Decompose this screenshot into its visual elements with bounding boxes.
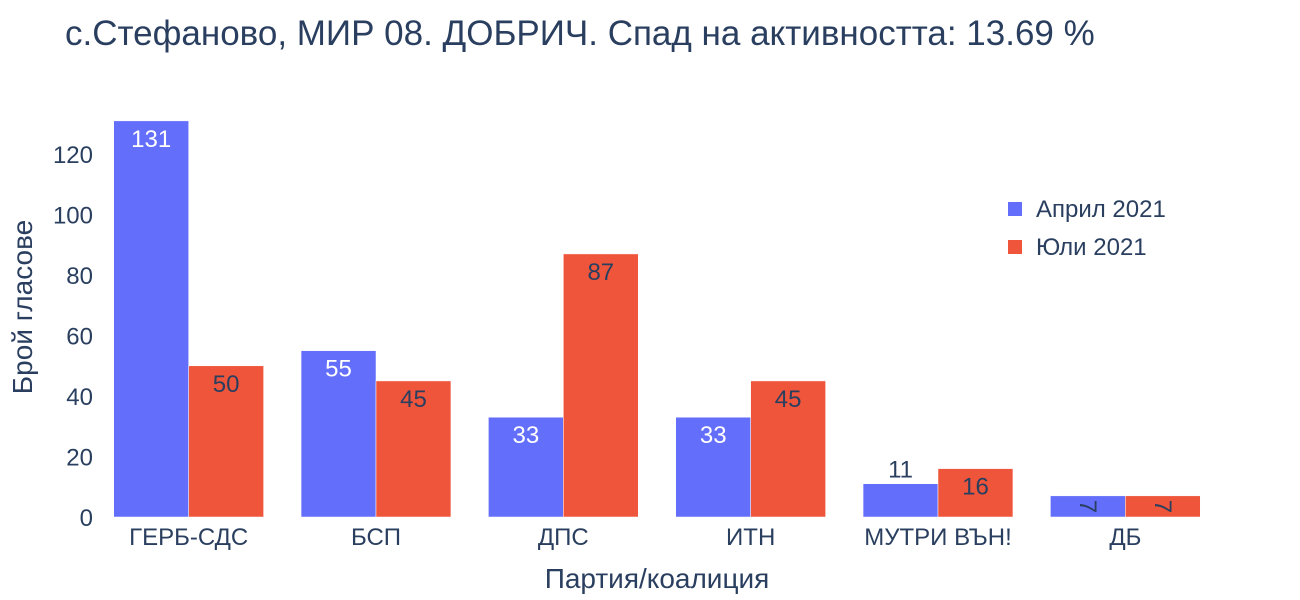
bar-value-label: 87 — [587, 259, 614, 286]
y-tick-label: 100 — [53, 203, 93, 230]
bar-value-label: 11 — [888, 457, 913, 484]
bar-value-label: 45 — [775, 386, 802, 413]
x-tick-label: ДПС — [538, 524, 589, 551]
bar — [862, 483, 939, 518]
bar — [563, 253, 639, 518]
y-axis-title: Брой гласове — [7, 220, 38, 394]
y-tick-label: 60 — [66, 324, 93, 351]
bar-value-label: 16 — [962, 474, 989, 501]
bar — [675, 416, 751, 518]
legend-swatch — [1008, 202, 1022, 216]
y-tick-label: 20 — [66, 445, 93, 472]
x-tick-label: ИТН — [726, 524, 775, 551]
bar-value-label: 7 — [1149, 500, 1176, 513]
x-axis-ticks: ГЕРБ-СДС БСП ДПС ИТН МУТРИ ВЪН! ДБ — [129, 524, 1141, 551]
bar — [937, 468, 1014, 518]
x-tick-label: ГЕРБ-СДС — [129, 524, 248, 551]
bar — [1125, 495, 1201, 518]
y-tick-label: 40 — [66, 384, 93, 411]
legend: Април 2021 Юли 2021 — [1008, 196, 1166, 261]
bar-value-label: 131 — [131, 126, 171, 153]
bar-value-label: 33 — [700, 422, 727, 449]
y-tick-label: 80 — [66, 263, 93, 290]
legend-label: Юли 2021 — [1036, 234, 1147, 261]
x-tick-label: МУТРИ ВЪН! — [864, 524, 1011, 551]
y-tick-label: 0 — [80, 505, 93, 532]
bar-value-label: 45 — [400, 386, 427, 413]
bars: 131 50 55 45 33 87 33 45 11 16 7 7 — [113, 120, 1201, 518]
bar-value-label: 7 — [1074, 500, 1101, 513]
y-axis-ticks: 0 20 40 60 80 100 120 — [53, 142, 93, 532]
legend-label: Април 2021 — [1036, 196, 1166, 223]
x-tick-label: ДБ — [1109, 524, 1141, 551]
bar-value-label: 33 — [513, 422, 540, 449]
bar — [750, 380, 826, 518]
x-axis-title: Партия/коалиция — [545, 563, 770, 594]
bar-value-label: 55 — [325, 356, 352, 383]
bar — [188, 365, 264, 518]
bar-value-label: 50 — [213, 371, 240, 398]
bar — [375, 380, 452, 518]
bar — [488, 416, 564, 518]
chart-title: с.Стефаново, МИР 08. ДОБРИЧ. Спад на акт… — [65, 14, 1095, 53]
x-tick-label: БСП — [351, 524, 401, 551]
bar — [300, 350, 377, 518]
bar — [113, 120, 189, 518]
y-tick-label: 120 — [53, 142, 93, 169]
legend-swatch — [1008, 240, 1022, 254]
